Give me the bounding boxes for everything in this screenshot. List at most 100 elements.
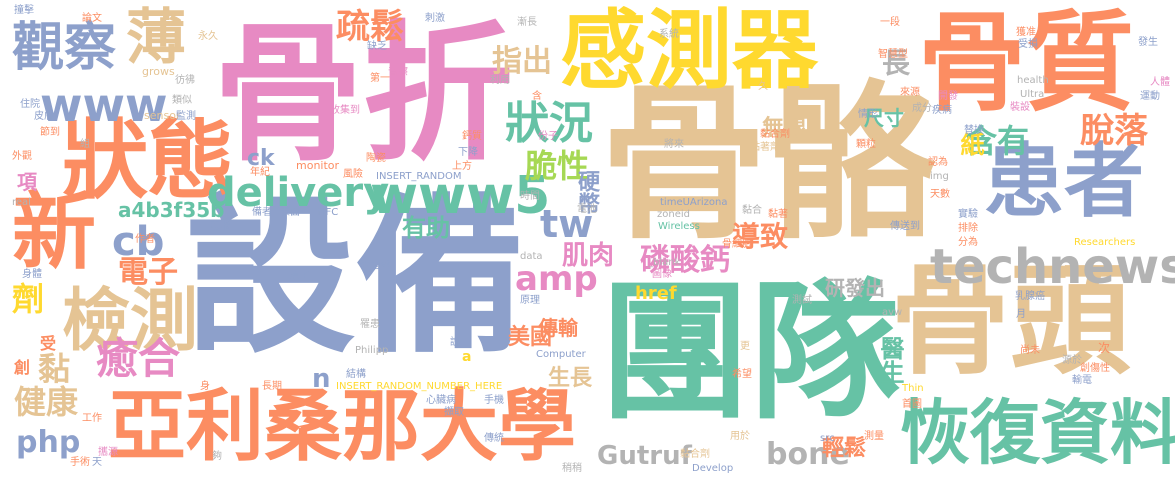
word: 感測器 <box>560 1 818 101</box>
word: 作者 <box>135 234 155 245</box>
word: 陶瓷 <box>366 153 386 164</box>
word: 長 <box>878 48 911 76</box>
word: 希望 <box>732 369 752 380</box>
word: 上方 <box>452 161 472 172</box>
word: Philipp <box>355 345 389 356</box>
word: avw <box>882 307 903 318</box>
word: 次 <box>1098 341 1111 355</box>
word: 硬幣 <box>574 170 599 214</box>
word: 項 <box>17 170 37 194</box>
word: 紙 <box>956 132 984 156</box>
word: 將來 <box>664 139 684 150</box>
word: 癒合 <box>96 334 181 383</box>
word: 排除 <box>958 223 978 234</box>
word: 受 <box>40 334 57 353</box>
word: 含 <box>532 91 542 102</box>
word: 醫生 <box>876 336 904 384</box>
word: ck <box>247 146 275 171</box>
word: 結構 <box>346 369 366 380</box>
word: 測量 <box>864 431 884 442</box>
word: delivery <box>207 170 390 216</box>
word: 年紀 <box>250 167 270 178</box>
word: 外觀 <box>12 151 32 162</box>
word: src <box>820 433 835 444</box>
word: 傳輸 <box>538 316 578 340</box>
word: 傳統 <box>484 433 504 444</box>
word: 研發出 <box>825 276 885 300</box>
word: 利用 <box>490 75 510 86</box>
word: INSERT_RANDOM_NUMBER_HERE <box>336 381 503 392</box>
word: 狀況 <box>505 98 593 149</box>
word: 彷彿 <box>175 75 195 86</box>
word: 患者 <box>984 135 1144 228</box>
word: www5 <box>370 166 551 226</box>
word: Gutruf <box>597 441 692 471</box>
word: 顆粒 <box>856 139 876 150</box>
word: health <box>1017 75 1049 86</box>
word: 磷酸鈣 <box>640 243 730 278</box>
word: 有助 <box>402 214 450 242</box>
word: 智慧型 <box>878 49 908 60</box>
word: 身體 <box>22 269 42 280</box>
word: 監測 <box>176 111 196 122</box>
word: 疏鬆 <box>336 7 404 47</box>
word: 身 <box>200 381 210 392</box>
word: 測試 <box>792 295 812 306</box>
word: Computer <box>536 349 586 360</box>
word: 骨折 <box>213 8 514 182</box>
word: 刺激 <box>425 13 445 24</box>
word: 源於 <box>1062 355 1082 366</box>
word: 住院 <box>20 99 40 110</box>
word: 手術 <box>70 457 90 468</box>
word: 來源 <box>900 87 920 98</box>
word: n <box>312 364 331 394</box>
word: 圖像 <box>652 269 672 280</box>
word: 觀察 <box>12 18 117 78</box>
word: 亞利桑那大學 <box>108 382 577 472</box>
word: 月 <box>1016 309 1026 320</box>
word: Develop <box>692 463 734 474</box>
word: 系統 <box>659 29 679 40</box>
word: 成分 <box>912 103 932 114</box>
word: 骨頭 <box>890 252 1130 391</box>
word: 組 <box>80 139 90 150</box>
word: 電腦 <box>210 221 230 232</box>
word: _blank <box>648 257 681 268</box>
word: 導致 <box>732 220 789 253</box>
word: 原理 <box>520 295 540 306</box>
word: 黏 <box>38 350 71 388</box>
word: bone <box>766 437 850 472</box>
word: 分為 <box>958 237 978 248</box>
word: 電池 <box>577 204 597 215</box>
word: 皮膚 <box>34 111 54 122</box>
word: real <box>12 197 31 208</box>
word: grows <box>142 65 175 78</box>
word: NFC <box>318 207 339 218</box>
word: 一段 <box>880 17 900 28</box>
word: cb <box>112 219 165 265</box>
word: 天數 <box>930 189 950 200</box>
word: 狀態 <box>62 111 234 211</box>
word: 節到 <box>40 127 60 138</box>
word: 風險 <box>343 169 363 180</box>
word: href <box>635 283 677 304</box>
word: 情形 <box>858 109 878 120</box>
word: 電子 <box>118 255 178 290</box>
word: 肌肉 <box>562 241 615 271</box>
word: 人體 <box>1150 77 1170 88</box>
word: zoneid <box>657 209 690 220</box>
word: amp <box>515 259 598 299</box>
word: 第一 <box>370 73 390 84</box>
word: 傳送到 <box>890 221 920 232</box>
word: 劑 <box>12 280 45 318</box>
word: 含有 <box>965 122 1030 160</box>
word: 脫落 <box>1080 111 1148 151</box>
word: 心臟病 <box>426 395 456 406</box>
word: 尚未 <box>1020 345 1040 356</box>
word: 創傷性 <box>1080 363 1110 374</box>
word: 撞擊 <box>14 5 34 16</box>
word: 開發 <box>938 91 958 102</box>
word: 發生 <box>1138 37 1158 48</box>
word: 長期 <box>262 381 282 392</box>
